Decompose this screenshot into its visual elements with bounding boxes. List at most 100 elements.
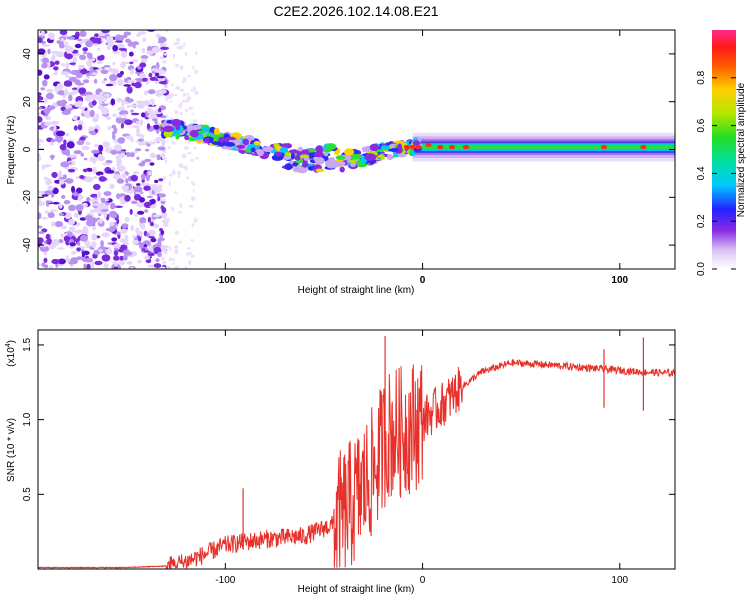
noise-blob [109, 74, 118, 82]
noise-blob [100, 107, 110, 115]
noise-blob [103, 78, 108, 81]
noise-blob [159, 81, 167, 85]
noise-blob [103, 93, 111, 98]
noise-blob [92, 176, 98, 179]
noise-blob [67, 168, 76, 173]
noise-blob [131, 235, 137, 238]
y-tick-label: 1.5 [22, 338, 33, 352]
noise-blob [195, 51, 198, 56]
noise-blob [184, 266, 188, 269]
noise-blob [135, 227, 140, 235]
noise-blob [143, 185, 151, 191]
noise-blob [98, 248, 103, 253]
noise-blob [42, 57, 49, 64]
noise-blob [107, 126, 112, 130]
colorbar-tick-label: 0.6 [696, 118, 707, 132]
noise-blob [38, 196, 42, 202]
noise-blob [50, 139, 56, 143]
ridge-blob [250, 147, 256, 152]
noise-blob [160, 115, 167, 119]
ridge-blob [255, 148, 263, 154]
noise-blob [184, 51, 188, 57]
noise-blob [149, 154, 159, 158]
noise-blob [38, 143, 41, 146]
noise-blob [85, 72, 91, 77]
noise-blob [65, 62, 69, 70]
noise-blob [128, 51, 134, 57]
noise-blob [112, 133, 116, 140]
noise-blob [116, 98, 123, 102]
noise-blob [136, 100, 145, 104]
noise-blob [83, 263, 87, 269]
snr-scale-factor: (x104) [5, 340, 17, 367]
noise-blob [117, 43, 125, 50]
noise-blob [177, 175, 181, 178]
snr-data [38, 336, 675, 569]
noise-blob [120, 152, 126, 158]
noise-blob [85, 141, 91, 146]
noise-blob [38, 116, 43, 123]
noise-blob [139, 217, 147, 224]
noise-blob [161, 198, 166, 201]
noise-blob [117, 79, 124, 86]
noise-blob [157, 68, 164, 75]
noise-blob [79, 175, 85, 179]
noise-blob [106, 170, 115, 174]
noise-blob [124, 251, 133, 256]
ridge-blob [296, 164, 302, 171]
noise-blob [54, 85, 59, 92]
noise-blob [55, 130, 65, 137]
noise-blob [139, 62, 147, 68]
noise-blob [73, 125, 78, 131]
noise-blob [126, 86, 133, 94]
noise-blob [149, 162, 155, 166]
noise-blob [152, 65, 157, 69]
noise-blob [113, 126, 118, 134]
noise-blob [100, 69, 109, 74]
noise-blob [90, 209, 96, 213]
noise-blob [172, 257, 176, 262]
noise-blob [144, 209, 149, 213]
ridge-blob [397, 143, 403, 151]
noise-blob [58, 40, 64, 48]
snr-scale-exponent: 4 [5, 343, 12, 347]
noise-blob [78, 87, 87, 95]
noise-blob [185, 176, 190, 179]
noise-blob [186, 152, 192, 155]
noise-blob [147, 216, 151, 223]
noise-blob [142, 37, 147, 42]
noise-blob [57, 247, 65, 250]
noise-blob [97, 55, 105, 61]
noise-blob [150, 98, 155, 103]
noise-blob [124, 216, 130, 222]
noise-blob [138, 197, 146, 203]
noise-blob [65, 178, 74, 184]
noise-blob [98, 218, 103, 224]
noise-blob [181, 80, 185, 84]
noise-blob [146, 232, 150, 238]
noise-blob [134, 148, 142, 152]
noise-blob [101, 80, 106, 84]
chart-title: C2E2.2026.102.14.08.E21 [273, 3, 438, 19]
noise-blob [113, 243, 121, 249]
noise-blob [192, 65, 195, 71]
noise-blob [79, 136, 86, 141]
noise-blob [164, 159, 168, 164]
noise-blob [102, 162, 111, 166]
noise-blob [77, 241, 81, 246]
noise-blob [64, 41, 69, 49]
noise-blob [47, 105, 56, 110]
noise-blob [91, 100, 97, 106]
ridge-blob [322, 149, 332, 153]
noise-blob [85, 215, 93, 221]
noise-blob [110, 202, 116, 210]
noise-blob [157, 251, 162, 258]
noise-blob [100, 197, 106, 202]
noise-blob [161, 60, 167, 64]
noise-blob [136, 127, 140, 134]
noise-blob [183, 146, 189, 151]
noise-blob [73, 212, 80, 218]
noise-blob [38, 225, 43, 229]
noise-blob [38, 237, 44, 244]
noise-blob [129, 152, 135, 158]
